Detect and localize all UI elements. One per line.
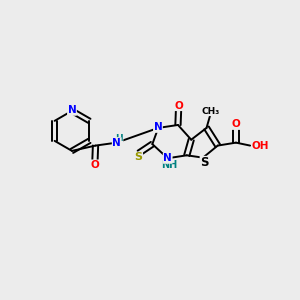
Text: O: O — [174, 100, 183, 110]
Text: NH: NH — [161, 160, 177, 170]
Text: O: O — [232, 119, 240, 129]
Text: N: N — [154, 122, 162, 132]
Text: OH: OH — [252, 141, 269, 151]
Text: N: N — [163, 153, 172, 163]
Text: N: N — [112, 138, 121, 148]
Text: S: S — [134, 152, 142, 162]
Text: CH₃: CH₃ — [202, 106, 220, 116]
Text: S: S — [200, 157, 209, 169]
Text: O: O — [91, 160, 99, 170]
Text: N: N — [68, 105, 76, 115]
Text: H: H — [115, 134, 123, 143]
